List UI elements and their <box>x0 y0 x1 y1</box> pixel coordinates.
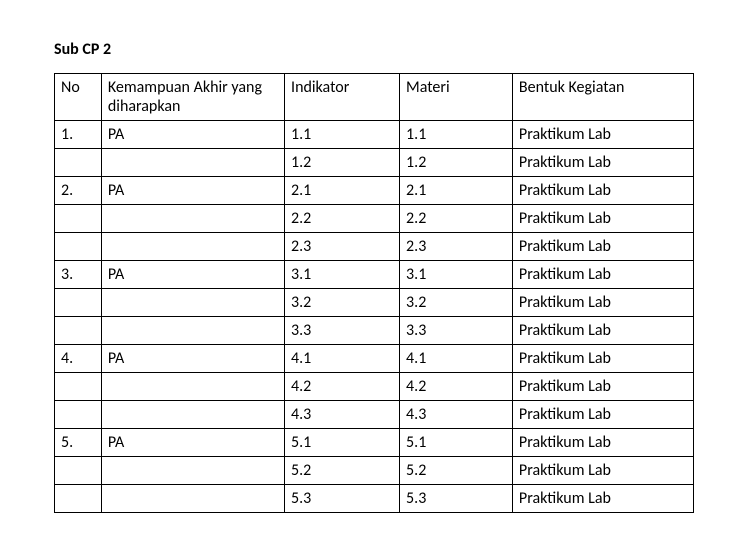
cell-no <box>55 373 102 401</box>
cell-no <box>55 205 102 233</box>
cell-bk: Praktikum Lab <box>512 457 693 485</box>
cell-ind: 1.1 <box>285 121 400 149</box>
cell-no: 1. <box>55 121 102 149</box>
table-row: 5.PA5.15.1Praktikum Lab <box>55 429 694 457</box>
cell-ind: 2.2 <box>285 205 400 233</box>
cell-ind: 2.1 <box>285 177 400 205</box>
cell-no <box>55 457 102 485</box>
cell-mat: 3.2 <box>400 289 513 317</box>
cell-bk: Praktikum Lab <box>512 373 693 401</box>
col-ka: Kemampuan Akhir yang diharapkan <box>101 74 284 121</box>
cell-mat: 2.2 <box>400 205 513 233</box>
cell-bk: Praktikum Lab <box>512 121 693 149</box>
cell-ka <box>101 149 284 177</box>
cell-mat: 2.3 <box>400 233 513 261</box>
cell-no <box>55 289 102 317</box>
cell-ka: PA <box>101 177 284 205</box>
cell-mat: 4.3 <box>400 401 513 429</box>
cell-ind: 3.1 <box>285 261 400 289</box>
cell-bk: Praktikum Lab <box>512 317 693 345</box>
cell-ind: 3.3 <box>285 317 400 345</box>
cell-mat: 3.1 <box>400 261 513 289</box>
table-row: 4.34.3Praktikum Lab <box>55 401 694 429</box>
cell-bk: Praktikum Lab <box>512 289 693 317</box>
cell-bk: Praktikum Lab <box>512 149 693 177</box>
col-mat: Materi <box>400 74 513 121</box>
cell-ka <box>101 457 284 485</box>
table-row: 5.35.3Praktikum Lab <box>55 485 694 513</box>
table-row: 4.24.2Praktikum Lab <box>55 373 694 401</box>
table-header-row: No Kemampuan Akhir yang diharapkan Indik… <box>55 74 694 121</box>
cell-ka <box>101 233 284 261</box>
table-row: 1.PA1.11.1Praktikum Lab <box>55 121 694 149</box>
col-no: No <box>55 74 102 121</box>
cell-mat: 4.1 <box>400 345 513 373</box>
col-ind: Indikator <box>285 74 400 121</box>
section-title: Sub CP 2 <box>54 40 702 59</box>
data-table: No Kemampuan Akhir yang diharapkan Indik… <box>54 73 694 513</box>
cell-ind: 5.1 <box>285 429 400 457</box>
cell-ind: 4.1 <box>285 345 400 373</box>
cell-ka <box>101 289 284 317</box>
cell-no <box>55 401 102 429</box>
cell-mat: 5.2 <box>400 457 513 485</box>
cell-ind: 1.2 <box>285 149 400 177</box>
cell-mat: 1.1 <box>400 121 513 149</box>
cell-ka <box>101 317 284 345</box>
cell-no: 2. <box>55 177 102 205</box>
cell-mat: 4.2 <box>400 373 513 401</box>
table-row: 3.23.2Praktikum Lab <box>55 289 694 317</box>
cell-ka: PA <box>101 261 284 289</box>
cell-bk: Praktikum Lab <box>512 261 693 289</box>
table-row: 3.33.3Praktikum Lab <box>55 317 694 345</box>
cell-ka: PA <box>101 429 284 457</box>
cell-mat: 2.1 <box>400 177 513 205</box>
cell-bk: Praktikum Lab <box>512 233 693 261</box>
table-row: 1.21.2Praktikum Lab <box>55 149 694 177</box>
cell-bk: Praktikum Lab <box>512 485 693 513</box>
table-row: 2.PA2.12.1Praktikum Lab <box>55 177 694 205</box>
cell-ind: 5.3 <box>285 485 400 513</box>
table-row: 4.PA4.14.1Praktikum Lab <box>55 345 694 373</box>
cell-bk: Praktikum Lab <box>512 177 693 205</box>
table-body: 1.PA1.11.1Praktikum Lab1.21.2Praktikum L… <box>55 121 694 513</box>
cell-ka <box>101 401 284 429</box>
cell-no <box>55 149 102 177</box>
cell-ka: PA <box>101 345 284 373</box>
cell-ka: PA <box>101 121 284 149</box>
cell-mat: 3.3 <box>400 317 513 345</box>
cell-mat: 5.3 <box>400 485 513 513</box>
col-bk: Bentuk Kegiatan <box>512 74 693 121</box>
cell-bk: Praktikum Lab <box>512 401 693 429</box>
cell-ind: 5.2 <box>285 457 400 485</box>
cell-no: 3. <box>55 261 102 289</box>
cell-bk: Praktikum Lab <box>512 205 693 233</box>
cell-ind: 4.2 <box>285 373 400 401</box>
cell-mat: 1.2 <box>400 149 513 177</box>
cell-ind: 4.3 <box>285 401 400 429</box>
cell-ind: 3.2 <box>285 289 400 317</box>
cell-no <box>55 485 102 513</box>
cell-no <box>55 317 102 345</box>
table-row: 3.PA3.13.1Praktikum Lab <box>55 261 694 289</box>
cell-ka <box>101 373 284 401</box>
cell-mat: 5.1 <box>400 429 513 457</box>
cell-ka <box>101 485 284 513</box>
cell-ka <box>101 205 284 233</box>
table-row: 2.22.2Praktikum Lab <box>55 205 694 233</box>
cell-bk: Praktikum Lab <box>512 429 693 457</box>
cell-no <box>55 233 102 261</box>
cell-no: 4. <box>55 345 102 373</box>
cell-no: 5. <box>55 429 102 457</box>
cell-ind: 2.3 <box>285 233 400 261</box>
table-row: 2.32.3Praktikum Lab <box>55 233 694 261</box>
cell-bk: Praktikum Lab <box>512 345 693 373</box>
table-row: 5.25.2Praktikum Lab <box>55 457 694 485</box>
